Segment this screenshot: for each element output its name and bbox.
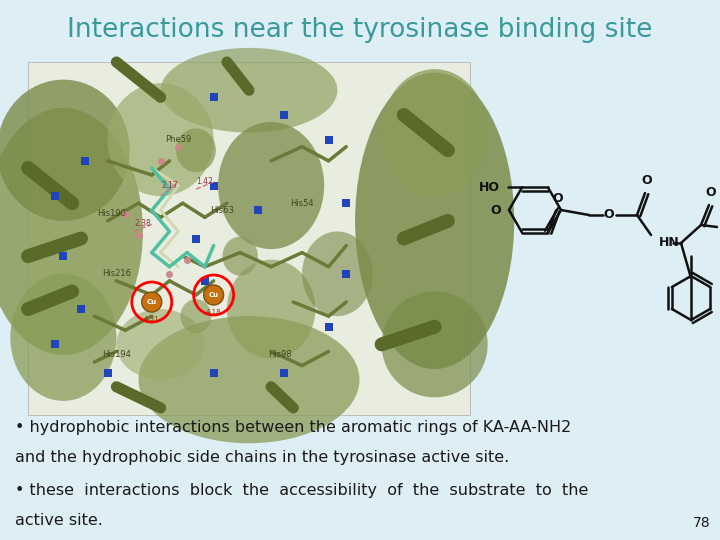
Text: Phe59: Phe59 [165, 135, 192, 144]
Text: 4.31: 4.31 [144, 316, 160, 322]
Text: 2.17: 2.17 [161, 180, 178, 190]
Text: 78: 78 [693, 516, 710, 530]
Ellipse shape [107, 83, 214, 196]
Ellipse shape [302, 232, 373, 316]
Text: His54: His54 [290, 199, 314, 208]
Text: O: O [603, 208, 614, 221]
Ellipse shape [355, 72, 514, 369]
Ellipse shape [0, 79, 130, 221]
Text: O: O [490, 204, 501, 217]
Ellipse shape [218, 122, 324, 249]
Text: HN: HN [659, 237, 680, 249]
Ellipse shape [10, 274, 117, 401]
Ellipse shape [222, 237, 258, 275]
Text: Cu: Cu [209, 292, 219, 298]
Ellipse shape [138, 316, 359, 443]
Ellipse shape [227, 260, 315, 359]
Text: His63: His63 [210, 206, 235, 215]
Text: His216: His216 [102, 269, 131, 278]
Ellipse shape [161, 48, 338, 133]
Text: HO: HO [479, 181, 500, 194]
Text: • these  interactions  block  the  accessibility  of  the  substrate  to  the: • these interactions block the accessibi… [15, 483, 588, 498]
Ellipse shape [117, 309, 204, 380]
Text: O: O [553, 192, 563, 205]
Ellipse shape [181, 299, 212, 333]
Circle shape [142, 292, 162, 312]
Text: Interactions near the tyrosinase binding site: Interactions near the tyrosinase binding… [67, 17, 653, 43]
Text: O: O [706, 186, 716, 199]
Text: and the hydrophobic side chains in the tyrosinase active site.: and the hydrophobic side chains in the t… [15, 450, 509, 465]
Text: O: O [642, 174, 652, 187]
Text: 4.18: 4.18 [206, 309, 222, 315]
Ellipse shape [382, 292, 487, 397]
Text: active site.: active site. [15, 513, 103, 528]
Text: His194: His194 [102, 350, 131, 360]
Ellipse shape [176, 129, 216, 172]
Ellipse shape [0, 108, 143, 355]
Ellipse shape [382, 69, 487, 196]
Circle shape [204, 285, 224, 305]
Text: • hydrophobic interactions between the aromatic rings of KA-AA-NH2: • hydrophobic interactions between the a… [15, 420, 571, 435]
Text: 1.42: 1.42 [197, 177, 213, 186]
Text: 2.38: 2.38 [135, 219, 151, 228]
Text: His190: His190 [97, 210, 127, 218]
Bar [28, 62, 470, 415]
Text: His98: His98 [268, 350, 292, 360]
Text: Cu: Cu [147, 299, 157, 305]
